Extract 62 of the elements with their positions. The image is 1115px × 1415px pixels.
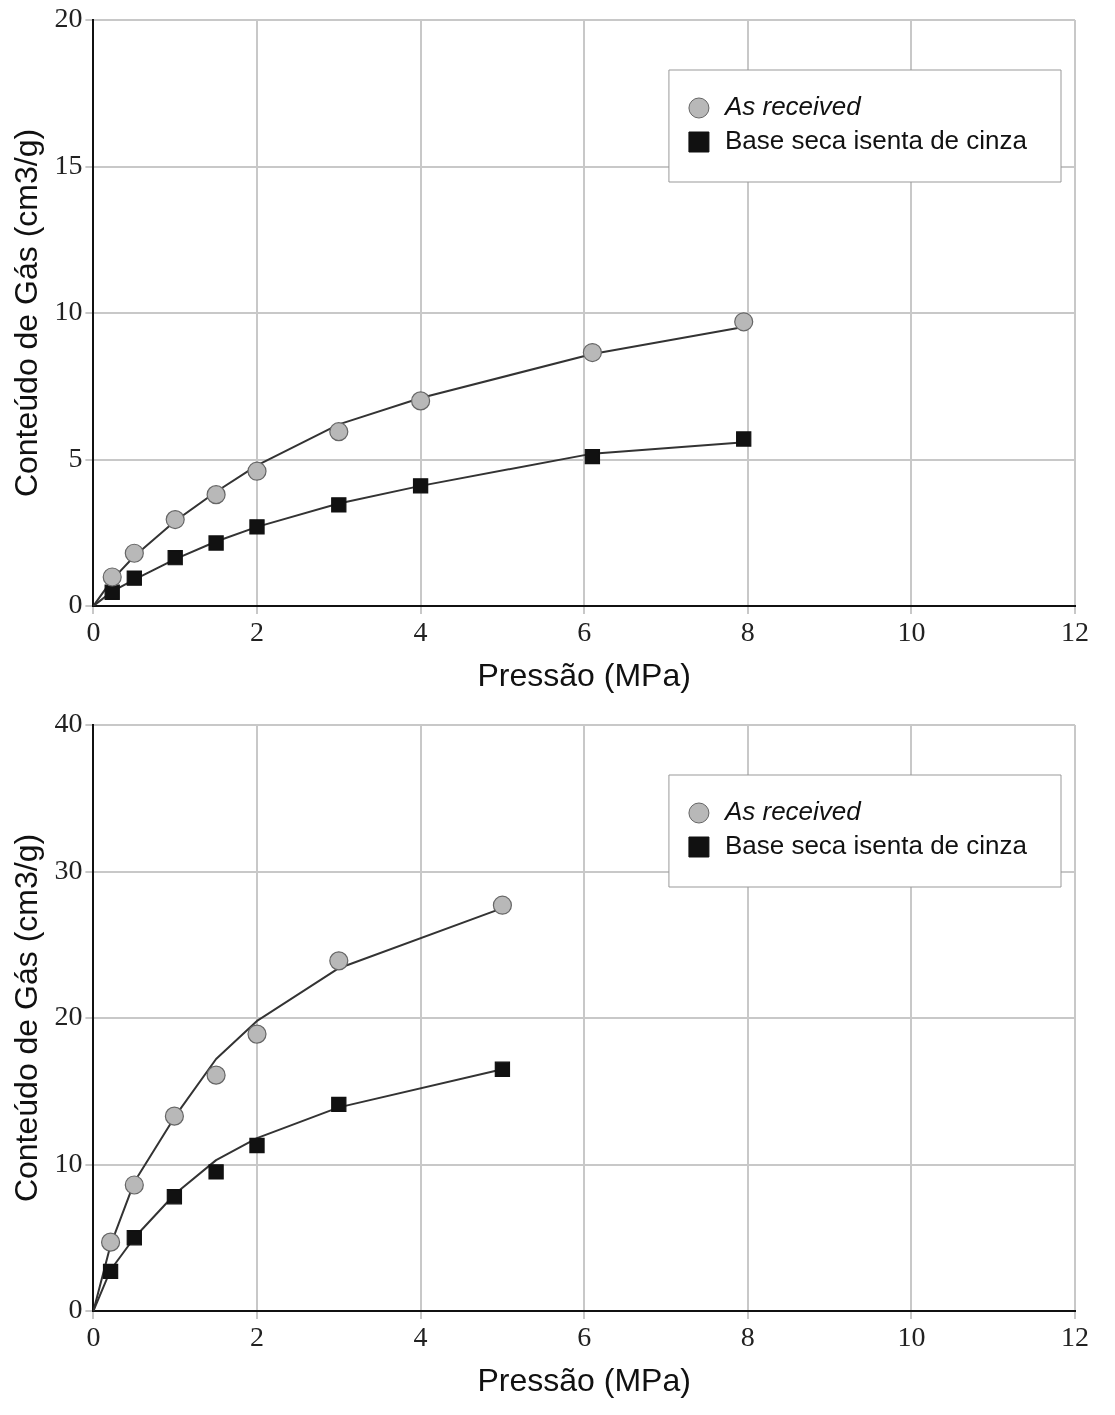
y-axis-title: Conteúdo de Gás (cm3/g) [8, 833, 45, 1203]
point [165, 509, 185, 530]
point [492, 895, 512, 915]
y-tick-label: 40 [54, 707, 83, 739]
legend-label: Base seca isenta de cinza [724, 830, 1028, 861]
point [734, 312, 754, 332]
point [166, 1189, 183, 1205]
y-axis-title: Conteúdo de Gás (cm3/g) [8, 128, 45, 498]
point [329, 422, 349, 442]
x-tick-label: 12 [1061, 1321, 1089, 1353]
point [412, 478, 429, 494]
y-tick-label: 20 [54, 2, 83, 34]
y-tick-label: 20 [54, 1000, 83, 1032]
point [206, 485, 226, 505]
point [736, 431, 752, 447]
point [582, 342, 602, 363]
y-tick-label: 0 [68, 1293, 83, 1325]
x-tick-label: 4 [413, 1321, 428, 1353]
x-tick-label: 2 [250, 616, 264, 648]
x-tick-label: 8 [740, 1321, 755, 1353]
y-tick-label: 10 [54, 1146, 83, 1178]
point [100, 1232, 121, 1252]
point [164, 1106, 184, 1126]
point [584, 448, 601, 465]
legend-label: As received [722, 91, 863, 122]
x-tick-label: 4 [413, 616, 428, 648]
point [329, 951, 349, 971]
x-tick-label: 12 [1061, 616, 1089, 648]
x-tick-label: 6 [577, 616, 592, 648]
point [494, 1061, 511, 1077]
point [249, 1137, 265, 1154]
point [331, 497, 347, 513]
point [208, 1164, 224, 1180]
x-tick-label: 10 [897, 616, 926, 648]
legend-label: Base seca isenta de cinza [724, 125, 1028, 156]
point [102, 1263, 119, 1280]
x-tick-label: 6 [577, 1321, 592, 1353]
point [247, 461, 267, 481]
point [167, 549, 183, 566]
point [411, 391, 431, 411]
point [124, 543, 144, 563]
y-tick-label: 15 [54, 148, 83, 180]
point [249, 519, 265, 535]
y-tick-label: 0 [68, 588, 83, 620]
point [126, 570, 142, 586]
point [126, 1230, 142, 1246]
point [104, 584, 120, 600]
point [124, 1175, 144, 1195]
legend-label: As received [722, 796, 863, 827]
point [206, 1065, 226, 1085]
x-axis-title: Pressão (MPa) [477, 656, 691, 693]
y-tick-label: 5 [68, 441, 83, 473]
x-tick-label: 2 [250, 1321, 264, 1353]
point [331, 1096, 347, 1113]
point [102, 567, 122, 587]
x-tick-label: 8 [740, 616, 755, 648]
y-tick-label: 10 [54, 295, 83, 327]
x-tick-label: 10 [897, 1321, 926, 1353]
point [208, 535, 224, 551]
x-axis-title: Pressão (MPa) [477, 1361, 691, 1398]
point [247, 1024, 267, 1044]
y-tick-label: 30 [54, 853, 83, 885]
